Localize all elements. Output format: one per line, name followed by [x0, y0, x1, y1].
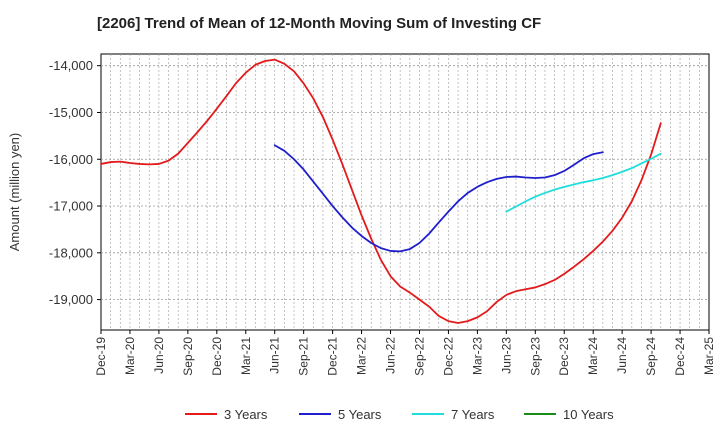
x-tick-label: Dec-20	[210, 337, 224, 376]
grid	[101, 54, 709, 330]
x-tick-label: Sep-24	[644, 337, 658, 376]
legend-label-10-years: 10 Years	[563, 407, 614, 422]
chart-title: [2206] Trend of Mean of 12-Month Moving …	[97, 15, 541, 32]
legend-label-7-years: 7 Years	[451, 407, 495, 422]
x-tick-label: Dec-21	[326, 337, 340, 376]
legend: 3 Years 5 Years 7 Years 10 Years	[185, 407, 614, 422]
x-tick-label: Sep-21	[297, 337, 311, 376]
plot-border	[100, 53, 710, 331]
series-lines	[100, 58, 662, 324]
x-tick-label: Dec-22	[441, 337, 455, 376]
x-tick-label: Jun-24	[615, 337, 629, 374]
x-tick-label: Sep-22	[412, 337, 426, 376]
x-tick-label: Jun-20	[152, 337, 166, 374]
y-tick-label: -14,000	[49, 58, 93, 73]
x-tick-label: Dec-19	[94, 337, 108, 376]
series-line-5-years	[273, 144, 604, 253]
y-tick-label: -17,000	[49, 199, 93, 214]
x-tick-label: Sep-20	[181, 337, 195, 376]
series-line-7-years	[505, 152, 662, 213]
x-tick-label: Mar-22	[355, 337, 369, 375]
x-tick-label: Mar-20	[123, 337, 137, 375]
x-tick-label: Dec-23	[557, 337, 571, 376]
y-tick-label: -16,000	[49, 152, 93, 167]
legend-label-5-years: 5 Years	[338, 407, 382, 422]
y-tick-label: -18,000	[49, 245, 93, 260]
x-tick-label: Mar-23	[470, 337, 484, 375]
y-axis-ticks: -14,000 -15,000 -16,000 -17,000 -18,000 -19,0…	[49, 58, 101, 307]
x-tick-label: Mar-21	[239, 337, 253, 375]
x-tick-label: Jun-21	[268, 337, 282, 374]
x-tick-label: Sep-23	[528, 337, 542, 376]
x-tick-label: Mar-25	[702, 337, 716, 375]
y-tick-label: -15,000	[49, 105, 93, 120]
y-axis-label: Amount (million yen)	[7, 133, 22, 252]
y-tick-label: -19,000	[49, 292, 93, 307]
legend-label-3-years: 3 Years	[224, 407, 268, 422]
series-line-3-years	[100, 58, 662, 324]
plot-area	[100, 53, 710, 331]
x-tick-label: Jun-22	[384, 337, 398, 374]
x-tick-label: Dec-24	[673, 337, 687, 376]
x-tick-label: Mar-24	[586, 337, 600, 375]
x-tick-label: Jun-23	[499, 337, 513, 374]
x-axis-ticks: Dec-19 Mar-20 Jun-20 Sep-20 Dec-20 Mar-21 Jun-…	[94, 330, 716, 376]
